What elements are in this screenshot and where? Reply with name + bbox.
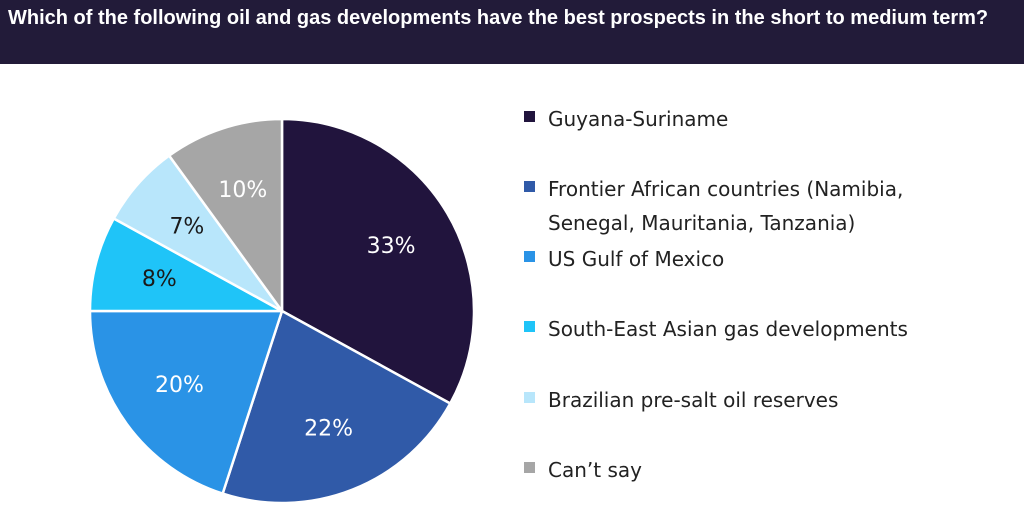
slice-label-frontier-african-countries-namibia-senegal-mauritania-tanzania: 22% <box>304 416 353 441</box>
pie-slice-frontier-african-countries-namibia-senegal-mauritania-tanzania <box>221 309 452 505</box>
legend-swatch <box>524 111 535 122</box>
pie-slice-can-t-say <box>167 117 284 313</box>
pie-slice-labels: 33% 22% 20% 8% 7% 10% <box>142 178 416 441</box>
pie-chart: 33% 22% 20% 8% 7% 10% <box>88 117 476 505</box>
legend-swatch <box>524 321 535 332</box>
legend-label: Can’t say <box>548 458 642 482</box>
legend-label: Frontier African countries (Namibia, Sen… <box>548 177 904 235</box>
legend-item-brazilian-pre-salt: Brazilian pre-salt oil reserves <box>524 383 968 417</box>
slice-label-brazilian-pre-salt-oil-reserves: 7% <box>169 215 204 240</box>
legend-swatch <box>524 251 535 262</box>
legend-swatch <box>524 462 535 473</box>
legend: Guyana-Suriname Frontier African countri… <box>524 0 1024 527</box>
legend-item-us-gulf-of-mexico: US Gulf of Mexico <box>524 242 968 276</box>
legend-swatch <box>524 392 535 403</box>
legend-label: Brazilian pre-salt oil reserves <box>548 388 839 412</box>
pie-slices <box>88 117 476 505</box>
legend-item-frontier-african-countries: Frontier African countries (Namibia, Sen… <box>524 172 978 240</box>
pie-slice-south-east-asian-gas-developments <box>88 217 284 313</box>
slice-label-south-east-asian-gas-developments: 8% <box>142 267 177 292</box>
legend-item-south-east-asian-gas: South-East Asian gas developments <box>524 312 968 346</box>
slice-label-us-gulf-of-mexico: 20% <box>155 373 204 398</box>
legend-item-cant-say: Can’t say <box>524 453 968 487</box>
legend-swatch <box>524 181 535 192</box>
slice-label-guyana-suriname: 33% <box>367 234 416 259</box>
chart-title: Which of the following oil and gas devel… <box>0 0 1024 64</box>
pie-slice-guyana-suriname <box>280 117 476 405</box>
pie-slice-us-gulf-of-mexico <box>88 309 284 495</box>
slice-label-can-t-say: 10% <box>218 178 267 203</box>
legend-label: Guyana-Suriname <box>548 107 729 131</box>
legend-label: South-East Asian gas developments <box>548 317 908 341</box>
legend-item-guyana-suriname: Guyana-Suriname <box>524 102 968 136</box>
legend-label: US Gulf of Mexico <box>548 247 725 271</box>
